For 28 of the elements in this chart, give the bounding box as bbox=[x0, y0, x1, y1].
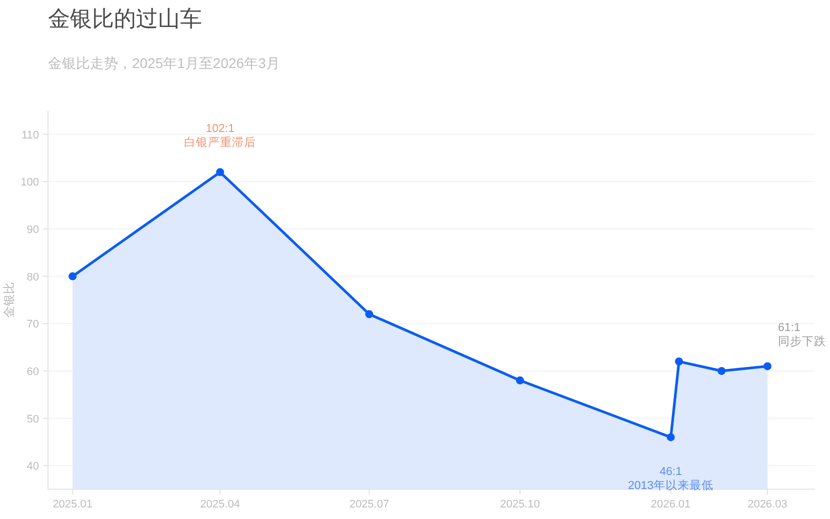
y-tick-label: 100 bbox=[20, 176, 39, 189]
y-tick-label: 50 bbox=[26, 413, 39, 426]
title: 金银比的过山车 bbox=[48, 6, 202, 31]
point bbox=[674, 357, 683, 366]
y-tick-label: 90 bbox=[26, 224, 39, 236]
x-tick-label: 2025.01 bbox=[52, 498, 92, 510]
annotation: 46:1 2013年以来最低 bbox=[628, 466, 714, 492]
x-tick-label: 2026.03 bbox=[748, 498, 788, 510]
point bbox=[763, 362, 772, 370]
x-tick-label: 2025.07 bbox=[349, 498, 390, 510]
point bbox=[68, 272, 77, 280]
y-tick-label: 110 bbox=[21, 129, 39, 142]
y-tick-label: 80 bbox=[26, 271, 39, 284]
annotation: 61:1 同步下跌 bbox=[778, 322, 826, 348]
point bbox=[516, 376, 524, 384]
y-tick-label: 40 bbox=[26, 460, 39, 473]
y-tick-label: 60 bbox=[26, 366, 39, 378]
subtitle: 金银比走势，2025年1月至2026年3月 bbox=[48, 55, 280, 71]
x-tick-label: 2025.10 bbox=[500, 498, 540, 510]
y-tick-label: 70 bbox=[26, 318, 39, 331]
annotation: 102:1 白银严重滞后 bbox=[184, 123, 256, 150]
point bbox=[365, 310, 374, 318]
point bbox=[666, 433, 675, 442]
ylabel: 金银比 bbox=[2, 282, 16, 318]
x-tick-label: 2026.01 bbox=[650, 498, 691, 510]
point bbox=[718, 366, 726, 375]
x-tick-label: 2025.04 bbox=[200, 498, 240, 510]
point bbox=[216, 168, 224, 176]
